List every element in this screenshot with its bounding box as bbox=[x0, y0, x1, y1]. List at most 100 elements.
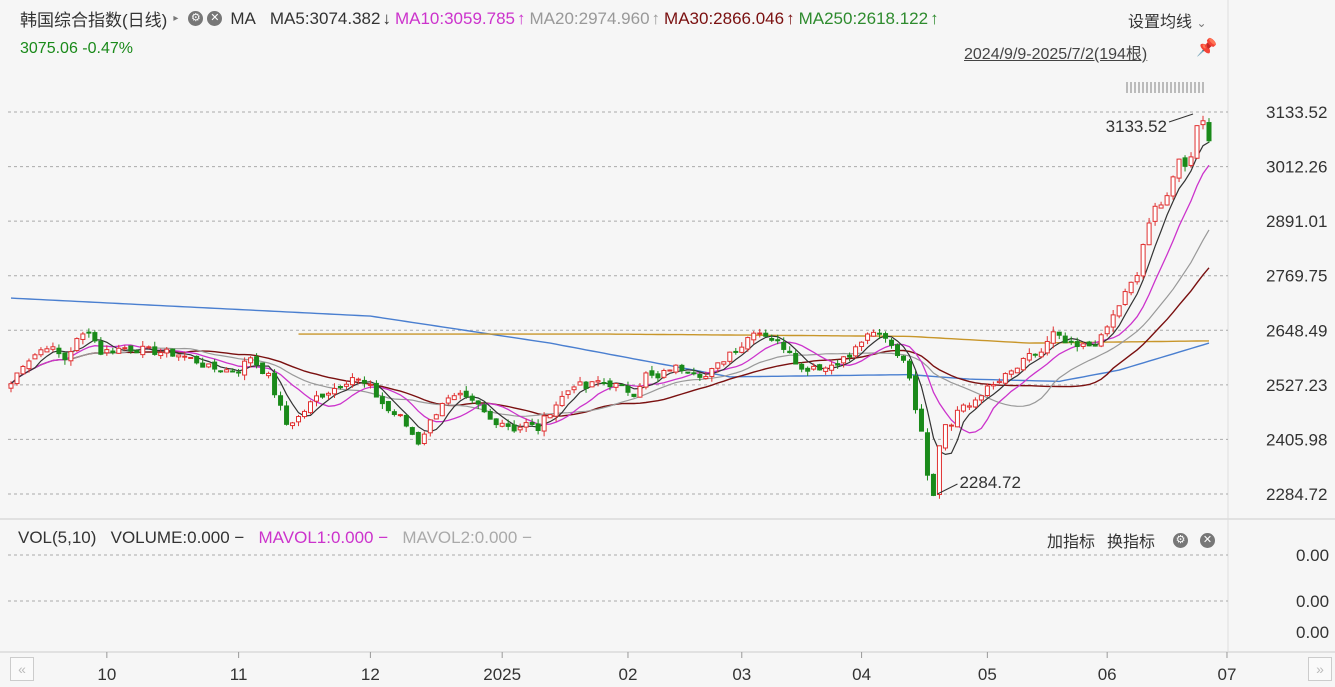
y-tick-label: 2527.23 bbox=[1266, 376, 1327, 395]
candle-body bbox=[960, 404, 966, 412]
y-tick-label: 2284.72 bbox=[1266, 485, 1327, 504]
candle-body bbox=[38, 349, 44, 356]
candle-body bbox=[990, 384, 996, 387]
candle-body bbox=[56, 347, 62, 355]
gear-icon[interactable]: ⚙ bbox=[188, 11, 204, 26]
candle-body bbox=[865, 333, 871, 341]
candle-body bbox=[248, 357, 254, 364]
candle-body bbox=[547, 414, 553, 419]
candle-body bbox=[1200, 120, 1206, 126]
candle-body bbox=[541, 415, 547, 432]
candle-body bbox=[835, 363, 841, 366]
switch-indicator-button[interactable]: 换指标 bbox=[1107, 534, 1156, 551]
candle-body bbox=[889, 339, 895, 346]
candle-body bbox=[367, 383, 373, 386]
candle-body bbox=[613, 382, 619, 388]
candle-body bbox=[391, 411, 397, 415]
candle-body bbox=[954, 409, 960, 428]
ma-value-4: MA250:2618.122 bbox=[798, 8, 929, 28]
candle-body bbox=[290, 422, 296, 427]
candle-body bbox=[841, 356, 847, 364]
price-change: 3075.06 -0.47% bbox=[20, 40, 133, 57]
date-range-label[interactable]: 2024/9/9-2025/7/2(194根) bbox=[964, 46, 1148, 63]
candle-body bbox=[80, 333, 86, 340]
candle-body bbox=[703, 376, 709, 380]
candle-body bbox=[68, 351, 74, 362]
volume-close-button[interactable]: ✕ bbox=[1198, 528, 1217, 548]
ma5-line bbox=[10, 141, 1210, 456]
candle-body bbox=[74, 338, 80, 352]
candle-body bbox=[415, 431, 421, 445]
candle-body bbox=[643, 372, 649, 388]
candle-body bbox=[331, 388, 337, 395]
candle-body bbox=[116, 347, 122, 354]
candle-body bbox=[1062, 335, 1068, 344]
candle-body bbox=[1122, 291, 1128, 305]
candle-body bbox=[763, 332, 769, 337]
candle-body bbox=[853, 346, 859, 357]
expand-triangle-icon[interactable]: ▸ bbox=[173, 13, 179, 24]
close-icon[interactable]: ✕ bbox=[207, 11, 223, 26]
settings-ma-button[interactable]: 设置均线 ⌄ bbox=[1128, 8, 1207, 32]
candle-body bbox=[1014, 367, 1020, 374]
pin-icon[interactable]: 📌 bbox=[1196, 38, 1218, 57]
candle-body bbox=[619, 384, 625, 387]
candle-body bbox=[98, 340, 104, 355]
volume-settings-button[interactable]: ⚙ bbox=[1171, 528, 1190, 548]
add-indicator-button[interactable]: 加指标 bbox=[1047, 534, 1096, 551]
candle-body bbox=[1086, 341, 1092, 347]
candle-body bbox=[565, 390, 571, 396]
candle-body bbox=[942, 424, 948, 449]
candle-body bbox=[691, 372, 697, 375]
low-arrow-icon bbox=[937, 483, 958, 495]
candle-body bbox=[1176, 158, 1182, 179]
candle-body bbox=[50, 346, 56, 350]
scroll-right-button[interactable]: » bbox=[1308, 657, 1332, 681]
candle-body bbox=[409, 427, 415, 435]
candle-body bbox=[284, 405, 290, 425]
ma-arrow-icon: ↑ bbox=[651, 8, 661, 28]
candle-body bbox=[236, 371, 242, 374]
y-tick-label: 3133.52 bbox=[1266, 103, 1327, 122]
ma-arrow-icon: ↑ bbox=[786, 8, 795, 28]
candle-body bbox=[523, 422, 529, 428]
y-tick-label: 2891.01 bbox=[1266, 212, 1327, 231]
candle-body bbox=[302, 410, 308, 418]
candle-body bbox=[805, 367, 811, 372]
candle-body bbox=[385, 401, 391, 412]
high-annotation: 3133.52 bbox=[1106, 117, 1167, 136]
scroll-left-button[interactable]: « bbox=[10, 657, 34, 681]
candle-body bbox=[1092, 344, 1098, 347]
candle-body bbox=[337, 386, 343, 389]
x-tick-label: 05 bbox=[978, 665, 997, 684]
candle-body bbox=[104, 349, 110, 354]
candle-body bbox=[403, 414, 409, 427]
low-annotation: 2284.72 bbox=[959, 473, 1020, 492]
candle-body bbox=[655, 373, 661, 379]
candle-body bbox=[1140, 244, 1146, 277]
candle-body bbox=[769, 338, 775, 341]
candle-body bbox=[44, 348, 50, 353]
candle-body bbox=[463, 390, 469, 398]
candle-body bbox=[140, 345, 146, 356]
candle-body bbox=[1158, 204, 1164, 209]
candle-body bbox=[373, 382, 379, 398]
candle-body bbox=[637, 385, 643, 398]
ma-value-list: MA5:3074.382 ↓ MA10:3059.785 ↑ MA20:2974.960… bbox=[270, 9, 943, 29]
candle-body bbox=[727, 351, 733, 362]
candle-body bbox=[266, 372, 272, 377]
candle-body bbox=[86, 331, 92, 334]
candle-body bbox=[1206, 122, 1212, 142]
candle-body bbox=[709, 368, 715, 377]
candle-body bbox=[1080, 343, 1086, 347]
candle-body bbox=[757, 332, 763, 335]
candle-body bbox=[667, 369, 673, 372]
high-arrow-icon bbox=[1168, 113, 1194, 123]
candle-body bbox=[128, 345, 134, 352]
candle-body bbox=[296, 416, 302, 423]
candle-body bbox=[1044, 340, 1050, 354]
candle-body bbox=[481, 404, 487, 413]
candle-body bbox=[146, 346, 152, 349]
candle-body bbox=[1134, 275, 1140, 283]
